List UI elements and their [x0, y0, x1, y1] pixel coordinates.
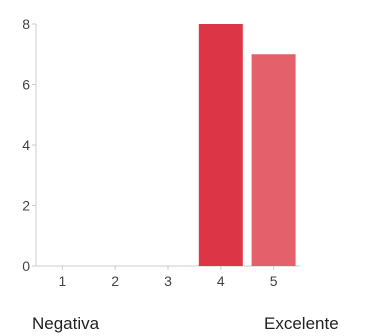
x-tick-label: 5 [270, 273, 278, 289]
scale-low-label: Negativa [32, 314, 100, 333]
y-axis: 0 2 4 6 8 [22, 16, 37, 274]
bar-chart: 0 2 4 6 8 1 2 3 4 5 [22, 16, 300, 289]
x-axis: 1 2 3 4 5 [36, 265, 300, 289]
y-tick-label: 8 [22, 16, 30, 32]
y-tick-label: 6 [22, 77, 30, 93]
x-tick-label: 2 [111, 273, 119, 289]
x-tick-label: 1 [59, 273, 67, 289]
bars [198, 24, 296, 266]
y-tick-label: 4 [22, 137, 30, 153]
bar-4 [198, 24, 243, 266]
y-tick-label: 0 [22, 258, 30, 274]
bar-5 [251, 54, 296, 266]
scale-high-label: Excelente [264, 314, 339, 333]
y-tick-label: 2 [22, 198, 30, 214]
x-tick-label: 4 [217, 273, 225, 289]
x-tick-label: 3 [164, 273, 172, 289]
